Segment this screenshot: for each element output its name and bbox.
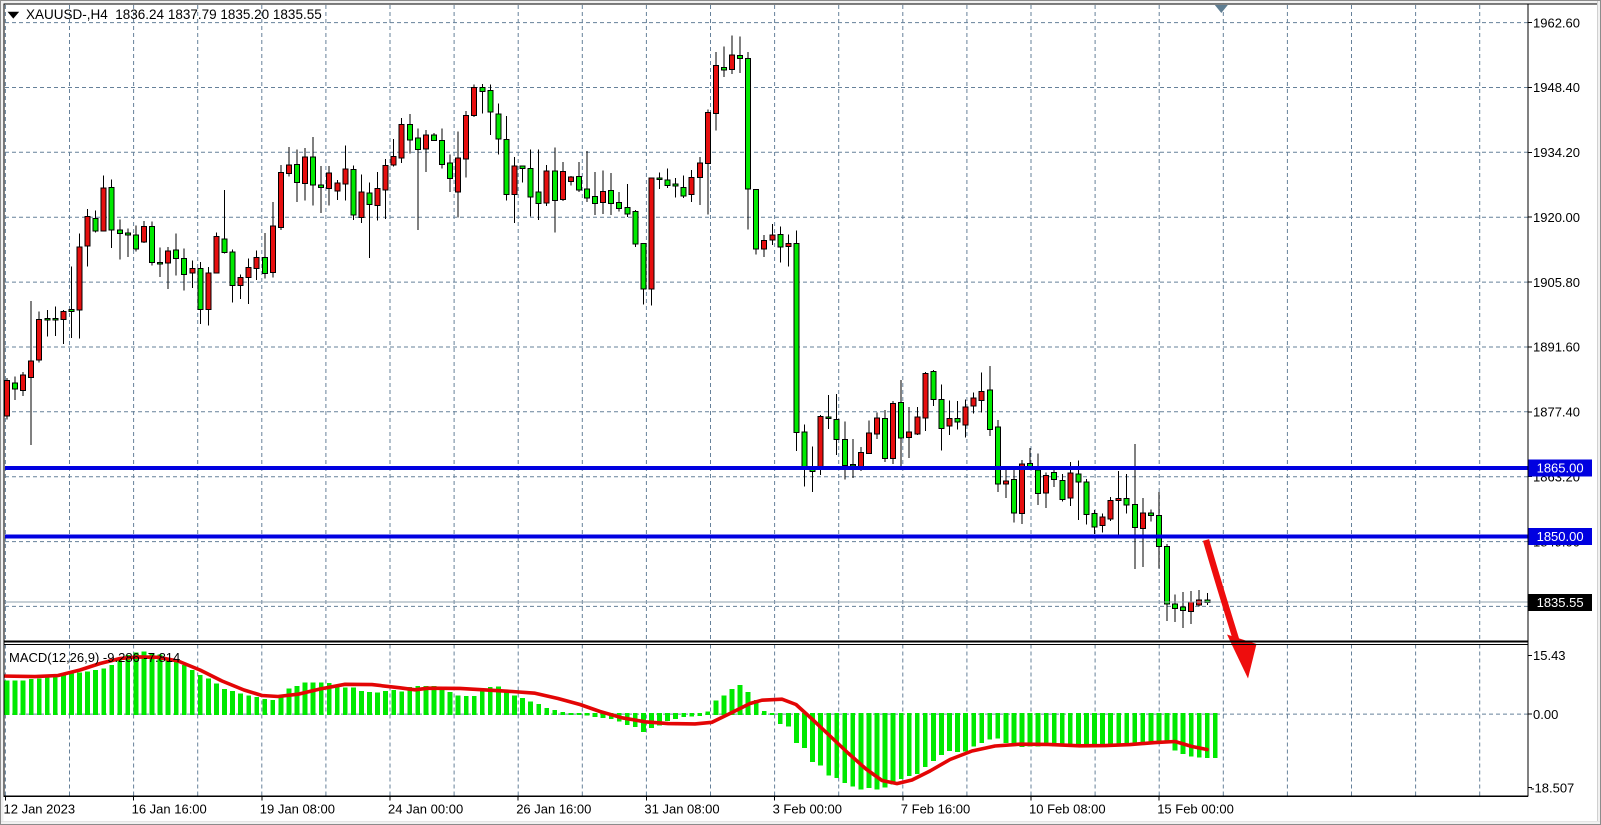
svg-text:1877.40: 1877.40 — [1533, 405, 1580, 420]
svg-text:19 Jan 08:00: 19 Jan 08:00 — [260, 802, 335, 817]
svg-text:26 Jan 16:00: 26 Jan 16:00 — [516, 802, 591, 817]
svg-text:15 Feb 00:00: 15 Feb 00:00 — [1157, 802, 1234, 817]
svg-text:31 Jan 08:00: 31 Jan 08:00 — [644, 802, 719, 817]
svg-text:12 Jan 2023: 12 Jan 2023 — [4, 802, 76, 817]
svg-text:MACD(12,26,9) -9.286 -7.814: MACD(12,26,9) -9.286 -7.814 — [9, 650, 180, 665]
svg-text:3 Feb 00:00: 3 Feb 00:00 — [773, 802, 842, 817]
svg-text:1850.00: 1850.00 — [1537, 529, 1584, 544]
svg-text:1920.00: 1920.00 — [1533, 210, 1580, 225]
svg-text:16 Jan 16:00: 16 Jan 16:00 — [132, 802, 207, 817]
svg-text:1905.80: 1905.80 — [1533, 275, 1580, 290]
svg-text:1948.40: 1948.40 — [1533, 80, 1580, 95]
svg-text:10 Feb 08:00: 10 Feb 08:00 — [1029, 802, 1106, 817]
svg-text:XAUUSD-,H4 1836.24 1837.79 18: XAUUSD-,H4 1836.24 1837.79 1835.20 1835.… — [26, 7, 322, 22]
svg-text:15.43: 15.43 — [1533, 648, 1566, 663]
svg-text:1865.00: 1865.00 — [1537, 461, 1584, 476]
svg-text:-18.507: -18.507 — [1530, 780, 1574, 795]
svg-text:0.00: 0.00 — [1533, 707, 1558, 722]
svg-text:1835.55: 1835.55 — [1537, 595, 1584, 610]
svg-text:1962.60: 1962.60 — [1533, 15, 1580, 30]
svg-text:1934.20: 1934.20 — [1533, 145, 1580, 160]
svg-text:1891.60: 1891.60 — [1533, 340, 1580, 355]
svg-text:24 Jan 00:00: 24 Jan 00:00 — [388, 802, 463, 817]
svg-text:7 Feb 16:00: 7 Feb 16:00 — [901, 802, 970, 817]
